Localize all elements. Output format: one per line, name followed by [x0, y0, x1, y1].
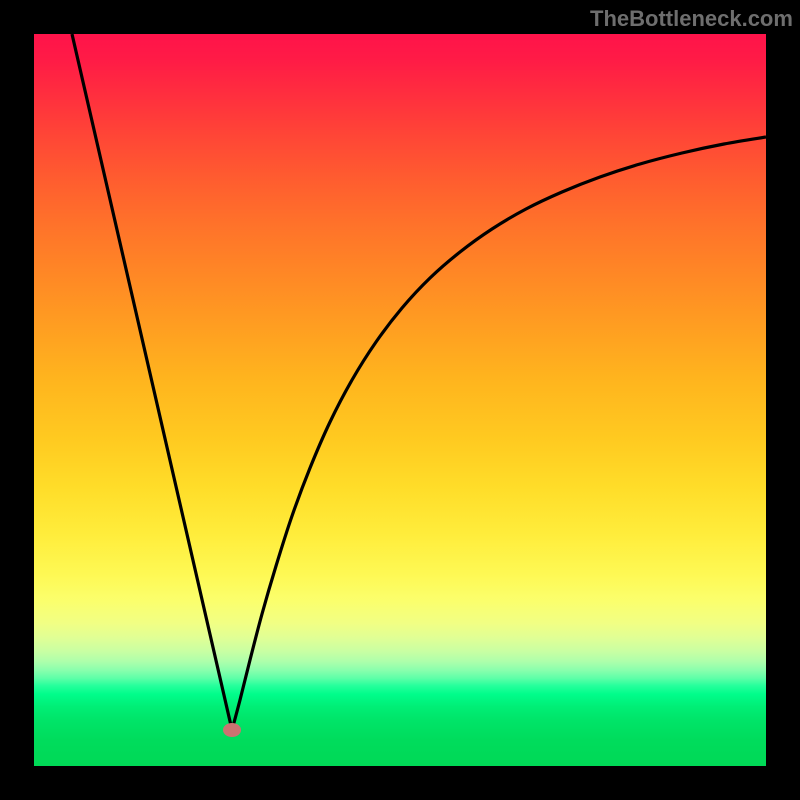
bottleneck-chart — [0, 0, 800, 800]
gradient-background — [34, 34, 766, 766]
optimum-marker — [223, 723, 241, 737]
watermark-text: TheBottleneck.com — [590, 6, 793, 32]
